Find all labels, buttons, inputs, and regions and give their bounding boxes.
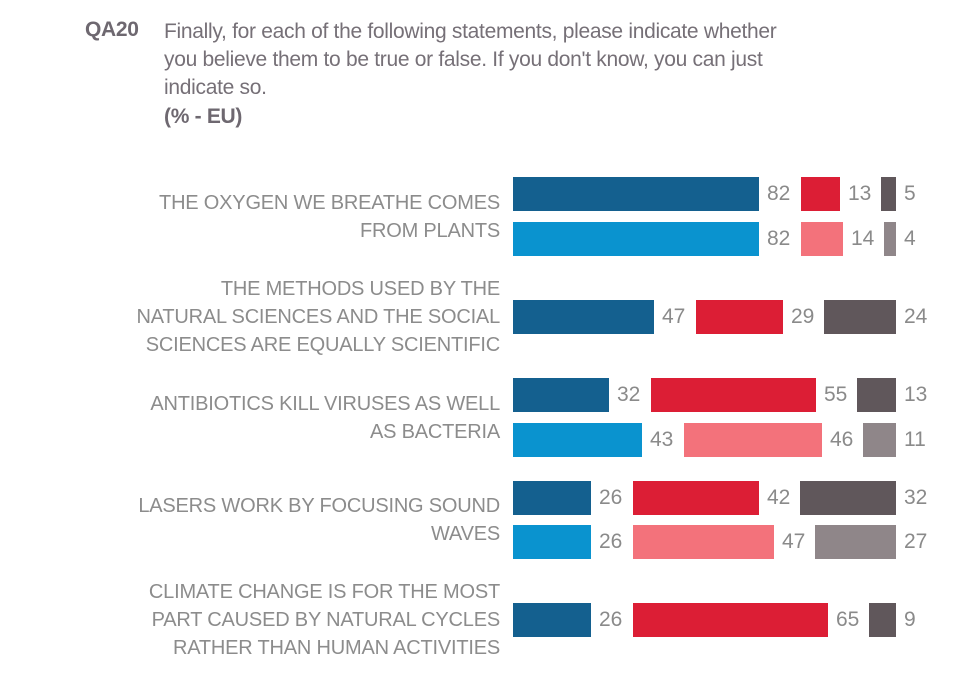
question-text: Finally, for each of the following state… — [164, 18, 924, 131]
value-gray: 9 — [904, 608, 916, 631]
value-gray: 13 — [904, 383, 928, 406]
statement-line: SCIENCES ARE EQUALLY SCIENTIFIC — [145, 334, 500, 356]
value-red: 47 — [782, 530, 806, 553]
bar-red-light — [684, 423, 822, 457]
value-blue: 43 — [650, 428, 674, 451]
value-gray: 4 — [904, 227, 916, 250]
value-red: 42 — [767, 486, 791, 509]
bar-blue-dark — [513, 300, 654, 334]
bar-red-dark — [696, 300, 783, 334]
value-blue: 82 — [767, 227, 791, 250]
statement-line: ANTIBIOTICS KILL VIRUSES AS WELL — [150, 393, 500, 415]
statement-line: PART CAUSED BY NATURAL CYCLES — [151, 609, 501, 631]
statement-label: CLIMATE CHANGE IS FOR THE MOST PART CAUSE… — [55, 578, 500, 662]
bar-red-light — [801, 222, 843, 256]
question-scope: (% - EU) — [164, 105, 243, 128]
question-line-2: you believe them to be true or false. If… — [164, 48, 763, 71]
bar-red-dark — [633, 603, 828, 637]
bar-blue-dark — [513, 378, 609, 412]
bar-blue-dark — [513, 177, 759, 211]
statement-label: THE METHODS USED BY THE NATURAL SCIENCES … — [55, 275, 500, 359]
bar-red-light — [633, 525, 774, 559]
value-red: 14 — [851, 227, 875, 250]
bar-gray-dark — [857, 378, 896, 412]
question-line-3: indicate so. — [164, 76, 267, 99]
value-red: 46 — [830, 428, 854, 451]
statement-line: AS BACTERIA — [369, 421, 500, 443]
value-red: 65 — [836, 608, 860, 631]
statement-line: RATHER THAN HUMAN ACTIVITIES — [172, 637, 500, 659]
value-gray: 24 — [904, 305, 928, 328]
bar-gray-light — [884, 222, 896, 256]
value-red: 29 — [791, 305, 815, 328]
bar-gray-dark — [824, 300, 896, 334]
bar-red-dark — [633, 481, 759, 515]
statement-line: FROM PLANTS — [359, 220, 500, 242]
bar-gray-light — [863, 423, 896, 457]
value-blue: 26 — [599, 486, 623, 509]
value-red: 13 — [848, 182, 872, 205]
statement-line: THE METHODS USED BY THE — [220, 278, 500, 300]
value-blue: 26 — [599, 530, 623, 553]
bar-gray-dark — [881, 177, 896, 211]
bar-blue-dark — [513, 481, 591, 515]
question-line-1: Finally, for each of the following state… — [164, 20, 777, 43]
statement-label: LASERS WORK BY FOCUSING SOUND WAVES — [55, 492, 500, 548]
question-code: QA20 — [85, 18, 139, 41]
value-gray: 27 — [904, 530, 928, 553]
statement-line: WAVES — [430, 523, 500, 545]
bar-blue-dark — [513, 603, 591, 637]
value-blue: 26 — [599, 608, 623, 631]
statement-label: THE OXYGEN WE BREATHE COMES FROM PLANTS — [55, 189, 500, 245]
bar-blue-light — [513, 525, 591, 559]
statement-line: CLIMATE CHANGE IS FOR THE MOST — [148, 581, 500, 603]
value-blue: 82 — [767, 182, 791, 205]
bar-gray-light — [815, 525, 896, 559]
bar-gray-dark — [800, 481, 896, 515]
bar-blue-light — [513, 423, 642, 457]
statement-line: LASERS WORK BY FOCUSING SOUND — [138, 495, 500, 517]
value-red: 55 — [824, 383, 848, 406]
value-gray: 11 — [904, 428, 926, 451]
statement-line: NATURAL SCIENCES AND THE SOCIAL — [136, 306, 500, 328]
value-blue: 47 — [662, 305, 686, 328]
statement-line: THE OXYGEN WE BREATHE COMES — [159, 192, 500, 214]
value-gray: 32 — [904, 486, 928, 509]
bar-red-dark — [801, 177, 840, 211]
statement-label: ANTIBIOTICS KILL VIRUSES AS WELL AS BACTE… — [55, 390, 500, 446]
bar-red-dark — [651, 378, 816, 412]
bar-blue-light — [513, 222, 759, 256]
bar-gray-dark — [869, 603, 896, 637]
value-blue: 32 — [617, 383, 641, 406]
value-gray: 5 — [904, 182, 916, 205]
